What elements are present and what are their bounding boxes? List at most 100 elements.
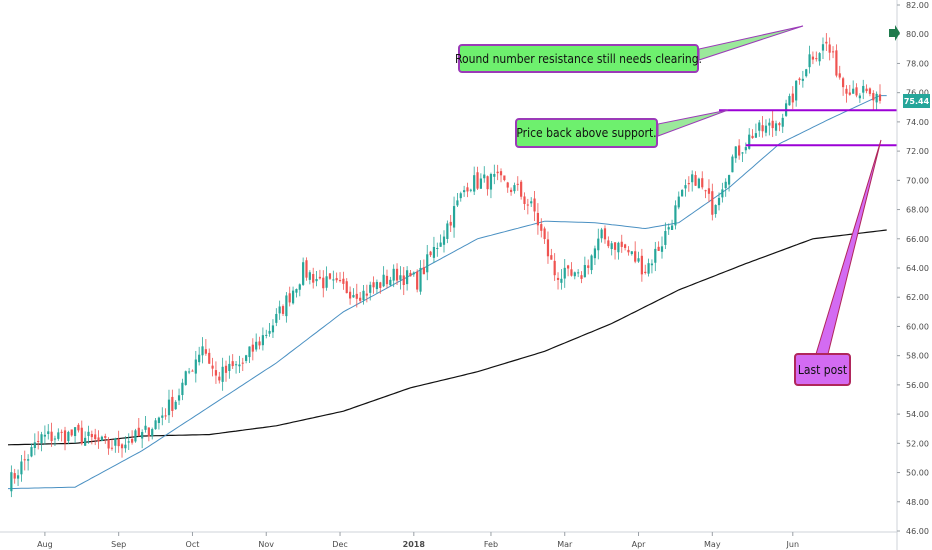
candle-body bbox=[791, 93, 794, 103]
candle-body bbox=[597, 238, 600, 251]
support-note: Price back above support. bbox=[515, 118, 658, 148]
y-axis: 46.00 48.00 50.00 52.00 54.00 56.00 58.00 60.00… bbox=[896, 0, 929, 550]
candle-body bbox=[650, 263, 654, 266]
candle-body bbox=[583, 265, 586, 278]
last-post-note: Last post bbox=[794, 353, 851, 386]
candle-body bbox=[124, 444, 127, 449]
candle-body bbox=[721, 189, 724, 198]
candle-body bbox=[20, 461, 23, 475]
candle-body bbox=[245, 355, 248, 361]
y-tick-label: 76.00 bbox=[906, 89, 929, 98]
candle-body bbox=[667, 227, 670, 230]
y-tick-label: 58.00 bbox=[906, 352, 929, 361]
candle-body bbox=[214, 370, 218, 376]
candle-body bbox=[73, 427, 77, 437]
candle-body bbox=[369, 284, 372, 293]
candle-body bbox=[107, 439, 110, 449]
candle-body bbox=[469, 189, 472, 191]
candle-body bbox=[241, 362, 244, 364]
candle-body bbox=[315, 278, 318, 282]
x-tick-label: Jun bbox=[786, 540, 800, 549]
y-tick-label: 70.00 bbox=[906, 176, 929, 185]
candle-body bbox=[540, 224, 543, 231]
candle-body bbox=[513, 185, 516, 192]
y-tick-label: 78.00 bbox=[906, 59, 929, 68]
candle-body bbox=[265, 334, 268, 336]
candle-body bbox=[255, 341, 258, 350]
candle-body bbox=[496, 171, 499, 174]
y-tick-label: 74.00 bbox=[906, 118, 929, 127]
candle-body bbox=[711, 191, 714, 215]
candle-body bbox=[385, 275, 389, 285]
candle-body bbox=[738, 145, 741, 156]
candle-body bbox=[566, 265, 570, 269]
candle-body bbox=[84, 437, 87, 446]
candle-body bbox=[788, 96, 791, 106]
candle-body bbox=[70, 429, 73, 436]
candle-body bbox=[499, 171, 503, 176]
y-tick-label: 64.00 bbox=[906, 264, 929, 273]
candle-body bbox=[218, 376, 221, 381]
candle-body bbox=[654, 248, 657, 263]
candle-body bbox=[67, 431, 70, 442]
candle-body bbox=[456, 200, 459, 206]
candle-body bbox=[577, 272, 580, 274]
candle-body bbox=[359, 297, 362, 301]
candle-body bbox=[379, 282, 382, 288]
x-tick-label: Mar bbox=[557, 540, 573, 549]
candle-body bbox=[114, 438, 117, 446]
candle-body bbox=[134, 430, 137, 442]
candle-body bbox=[352, 295, 355, 298]
candle-body bbox=[778, 123, 781, 126]
candle-body bbox=[674, 205, 677, 226]
candle-body bbox=[644, 271, 647, 273]
candle-body bbox=[768, 122, 771, 126]
candle-body bbox=[298, 284, 301, 290]
candle-body bbox=[291, 290, 295, 304]
candle-body bbox=[724, 181, 727, 189]
candle-body bbox=[53, 438, 57, 440]
candle-body bbox=[362, 290, 365, 301]
candle-body bbox=[603, 228, 607, 240]
candle-body bbox=[664, 231, 667, 245]
candle-body bbox=[848, 92, 851, 95]
candle-body bbox=[50, 431, 53, 442]
candle-body bbox=[479, 178, 482, 189]
candle-body bbox=[452, 206, 456, 228]
candle-body bbox=[754, 133, 758, 138]
candle-body bbox=[77, 424, 80, 431]
candle-body bbox=[593, 248, 597, 259]
candle-body bbox=[110, 447, 114, 449]
x-tick-label: Nov bbox=[258, 540, 274, 549]
right-arrow-icon[interactable] bbox=[889, 25, 900, 41]
candle-body bbox=[198, 354, 201, 363]
y-tick-label: 60.00 bbox=[906, 322, 929, 331]
candle-body bbox=[87, 431, 90, 437]
candle-body bbox=[281, 306, 285, 314]
candle-body bbox=[37, 440, 40, 442]
candle-body bbox=[533, 198, 536, 212]
candle-body bbox=[238, 364, 241, 367]
candle-body bbox=[271, 325, 275, 333]
ma50-line bbox=[8, 95, 887, 490]
candle-body bbox=[342, 278, 345, 284]
candle-body bbox=[312, 274, 315, 283]
candle-body bbox=[858, 95, 861, 99]
candle-body bbox=[634, 251, 637, 262]
candle-body bbox=[117, 438, 120, 447]
y-tick-label: 48.00 bbox=[906, 498, 929, 507]
candle-body bbox=[231, 361, 234, 367]
candle-body bbox=[503, 175, 506, 181]
candle-body bbox=[473, 175, 476, 192]
candle-body bbox=[174, 401, 177, 410]
candle-body bbox=[224, 365, 228, 373]
candle-body bbox=[278, 306, 281, 314]
candle-body bbox=[459, 193, 462, 199]
candles-series bbox=[10, 33, 882, 498]
candle-body bbox=[483, 174, 486, 179]
candle-body bbox=[587, 265, 590, 268]
candle-body bbox=[161, 415, 164, 418]
candle-body bbox=[355, 293, 358, 299]
candle-body bbox=[563, 267, 566, 279]
candle-body bbox=[543, 228, 546, 240]
